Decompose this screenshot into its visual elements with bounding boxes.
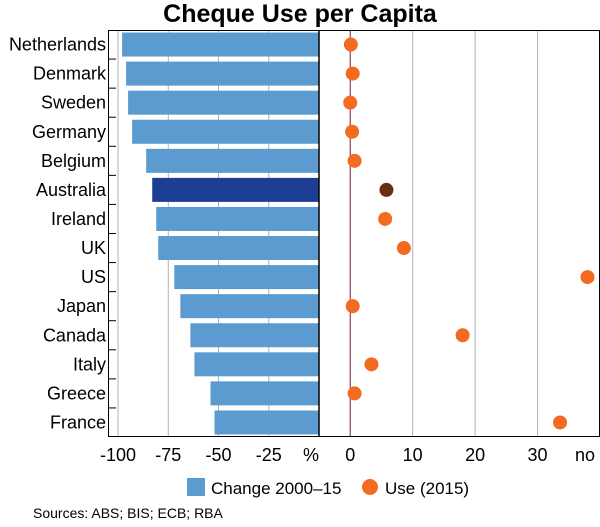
legend-swatch-dots xyxy=(362,479,378,495)
category-label: Italy xyxy=(73,354,106,374)
category-label: US xyxy=(81,267,106,287)
category-label: Denmark xyxy=(33,64,107,84)
left-tick-label: -50 xyxy=(206,445,232,465)
category-label: France xyxy=(50,412,106,432)
right-unit-label: no xyxy=(575,445,595,465)
dot-netherlands xyxy=(343,37,358,52)
category-label: Belgium xyxy=(41,151,106,171)
bar-uk xyxy=(158,236,319,261)
bar-ireland xyxy=(156,206,319,231)
chart-title: Cheque Use per Capita xyxy=(163,0,437,28)
left-unit-label: % xyxy=(303,445,319,465)
category-label: Greece xyxy=(47,383,106,403)
bar-germany xyxy=(132,119,319,144)
dot-belgium xyxy=(347,153,362,168)
bar-sweden xyxy=(128,90,319,115)
right-tick-label: 20 xyxy=(465,445,485,465)
category-label: Sweden xyxy=(41,93,106,113)
right-tick-label: 0 xyxy=(345,445,355,465)
dot-japan xyxy=(345,299,360,314)
dot-sweden xyxy=(343,95,358,110)
category-label: Canada xyxy=(43,325,107,345)
bar-canada xyxy=(190,323,319,348)
left-tick-label: -75 xyxy=(155,445,181,465)
right-tick-label: 30 xyxy=(528,445,548,465)
bar-netherlands xyxy=(122,32,319,57)
bar-us xyxy=(174,265,319,290)
bar-france xyxy=(214,410,319,435)
dot-ireland xyxy=(378,211,393,226)
dot-us xyxy=(580,270,595,285)
left-tick-label: -25 xyxy=(256,445,282,465)
bar-japan xyxy=(180,294,319,319)
bar-belgium xyxy=(146,148,319,173)
legend-label-change: Change 2000–15 xyxy=(211,479,341,498)
dot-greece xyxy=(347,386,362,401)
bar-greece xyxy=(210,381,319,406)
dot-denmark xyxy=(345,66,360,81)
bar-australia xyxy=(152,177,319,202)
dot-australia xyxy=(379,182,394,197)
category-label: Germany xyxy=(32,122,106,142)
category-label: Ireland xyxy=(51,209,106,229)
dot-france xyxy=(553,415,568,430)
category-label: UK xyxy=(81,238,106,258)
legend-label-use: Use (2015) xyxy=(385,479,469,498)
left-tick-label: -100 xyxy=(100,445,136,465)
dot-uk xyxy=(396,241,411,256)
source-note: Sources: ABS; BIS; ECB; RBA xyxy=(33,505,223,521)
category-label: Netherlands xyxy=(9,35,106,55)
category-label: Japan xyxy=(57,296,106,316)
bar-denmark xyxy=(126,61,319,86)
dot-italy xyxy=(364,357,379,372)
dot-germany xyxy=(345,124,360,139)
category-label: Australia xyxy=(36,180,107,200)
right-tick-label: 10 xyxy=(403,445,423,465)
dot-canada xyxy=(455,328,470,343)
bar-italy xyxy=(194,352,319,377)
legend-swatch-bars xyxy=(187,478,205,496)
